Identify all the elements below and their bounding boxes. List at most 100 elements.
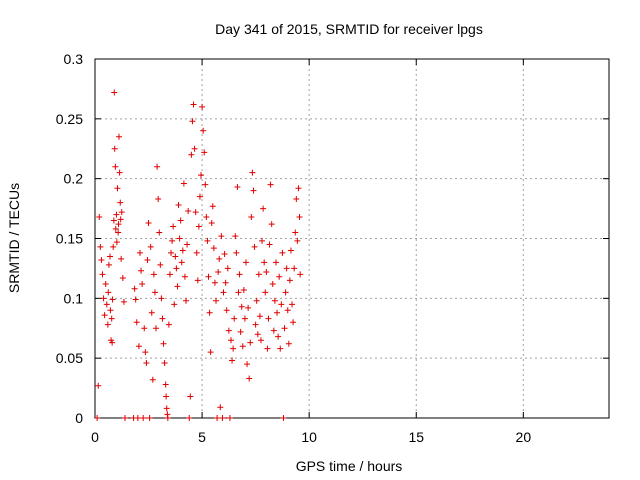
data-point [99,271,106,278]
data-point [96,213,103,220]
data-point [147,243,154,250]
data-point [246,375,253,382]
data-point [121,415,128,421]
data-point [171,301,178,308]
data-point [204,237,211,244]
data-point [136,249,143,256]
data-point [164,415,171,421]
data-point [293,196,300,203]
data-point [257,337,264,344]
data-point [191,145,198,152]
data-point [214,415,221,421]
data-point [141,325,148,332]
data-point [236,271,243,278]
y-tick-label: 0.1 [64,290,84,306]
data-point [112,225,119,232]
data-point [149,376,156,383]
x-tick-label: 5 [198,429,206,445]
data-point [254,331,261,338]
data-point [271,297,278,304]
data-point [146,415,153,421]
data-point [105,289,112,296]
data-point [247,339,254,346]
data-point [278,301,285,308]
data-point [238,303,245,310]
data-point [156,229,163,236]
data-point [132,296,139,303]
data-point [286,277,293,284]
data-point [260,205,267,212]
data-point [211,279,218,286]
data-point [262,289,269,296]
data-point [110,217,117,224]
data-point [113,211,120,218]
data-point [249,169,256,176]
y-tick-label: 0.05 [56,350,83,366]
data-point [111,89,118,96]
data-point [117,199,124,206]
data-point [162,381,169,388]
data-point [95,382,102,389]
data-point [105,261,112,268]
y-tick-label: 0.3 [64,51,84,67]
data-point [119,274,126,281]
data-point [190,101,197,108]
data-point [217,404,224,411]
data-point [235,289,242,296]
data-point [178,259,185,266]
y-tick-label: 0.15 [56,231,83,247]
data-point [252,321,259,328]
data-point [265,315,272,322]
data-point [248,213,255,220]
data-point [223,307,230,314]
data-point [275,333,282,340]
data-point [219,415,226,421]
data-point [209,203,216,210]
data-point [229,357,236,364]
data-point [232,233,239,240]
data-point [107,307,114,314]
data-point [234,184,241,191]
data-point [256,313,263,320]
data-point [187,393,194,400]
data-point [207,349,214,356]
data-point [118,255,125,262]
data-point [276,273,283,280]
data-point [113,239,120,246]
data-point [285,340,292,347]
data-point [138,267,145,274]
data-point [281,325,288,332]
data-point [120,298,127,305]
data-point [173,265,180,272]
data-point [175,201,182,208]
y-tick-label: 0 [75,410,83,426]
y-tick-label: 0.25 [56,111,83,127]
data-point [169,237,176,244]
data-point [230,345,237,352]
data-point [280,415,287,421]
data-point [250,187,257,194]
data-point [210,245,217,252]
data-point [115,229,122,236]
data-point [148,309,155,316]
data-point [222,279,229,286]
data-point [284,307,291,314]
data-point [151,289,158,296]
data-point [237,328,244,335]
data-point [239,343,246,350]
axis-ticks [94,58,609,419]
data-point [215,269,222,276]
data-point [213,297,220,304]
data-point [131,285,138,292]
data-point [277,345,284,352]
data-point [201,149,208,156]
data-point [195,223,202,230]
data-point [153,325,160,332]
data-point [203,213,210,220]
data-point [245,304,252,311]
data-point [196,193,203,200]
data-point [253,297,260,304]
data-point [205,273,212,280]
x-tick-labels: 0 5 10 15 20 [91,429,531,445]
data-point [145,219,152,226]
